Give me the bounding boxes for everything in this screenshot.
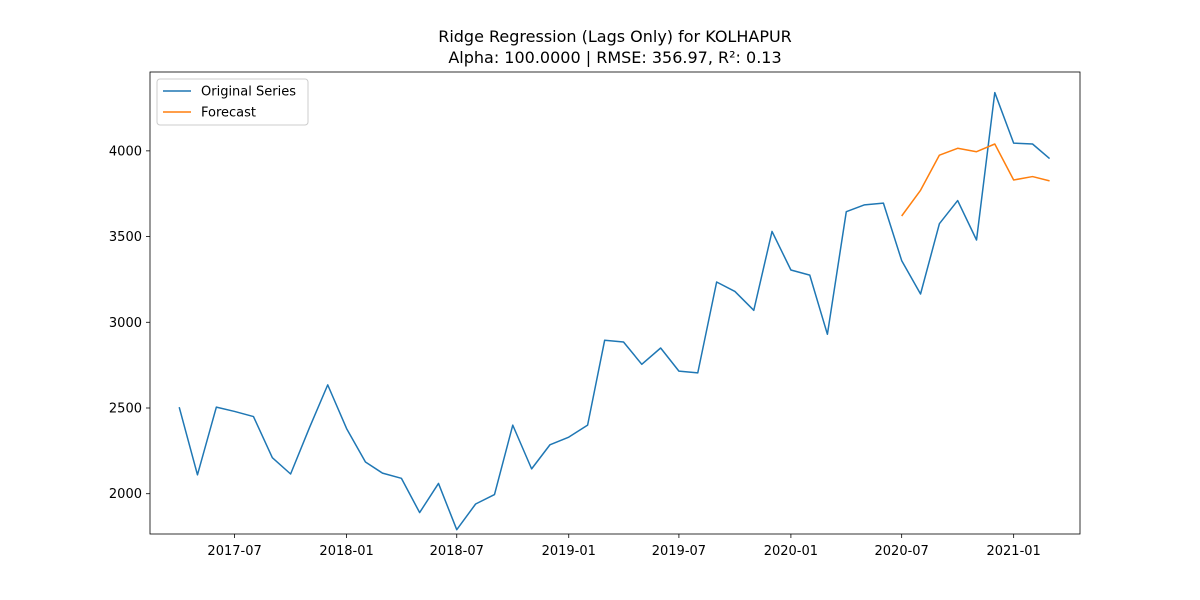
x-tick-label: 2021-01	[986, 544, 1040, 559]
x-tick-label: 2018-07	[430, 544, 484, 559]
plot-frame	[149, 71, 1081, 535]
y-tick-label: 2000	[109, 487, 142, 502]
legend-label: Forecast	[201, 106, 256, 121]
x-tick-label: 2018-01	[319, 544, 373, 559]
series-line-0	[178, 91, 1051, 531]
chart-subtitle: Alpha: 100.0000 | RMSE: 356.97, R²: 0.13	[448, 48, 782, 67]
x-tick-label: 2017-07	[207, 544, 261, 559]
x-tick-label: 2020-01	[764, 544, 818, 559]
x-tick-label: 2019-07	[652, 544, 706, 559]
y-tick-label: 3500	[109, 230, 142, 245]
y-tick-label: 2500	[109, 402, 142, 417]
legend-box	[156, 78, 309, 126]
chart-title: Ridge Regression (Lags Only) for KOLHAPU…	[438, 27, 792, 46]
y-tick-label: 4000	[109, 144, 142, 159]
series-line-1	[901, 143, 1050, 217]
x-tick-label: 2020-07	[875, 544, 929, 559]
legend-label: Original Series	[201, 85, 296, 100]
y-tick-label: 3000	[109, 316, 142, 331]
x-tick-label: 2019-01	[542, 544, 596, 559]
